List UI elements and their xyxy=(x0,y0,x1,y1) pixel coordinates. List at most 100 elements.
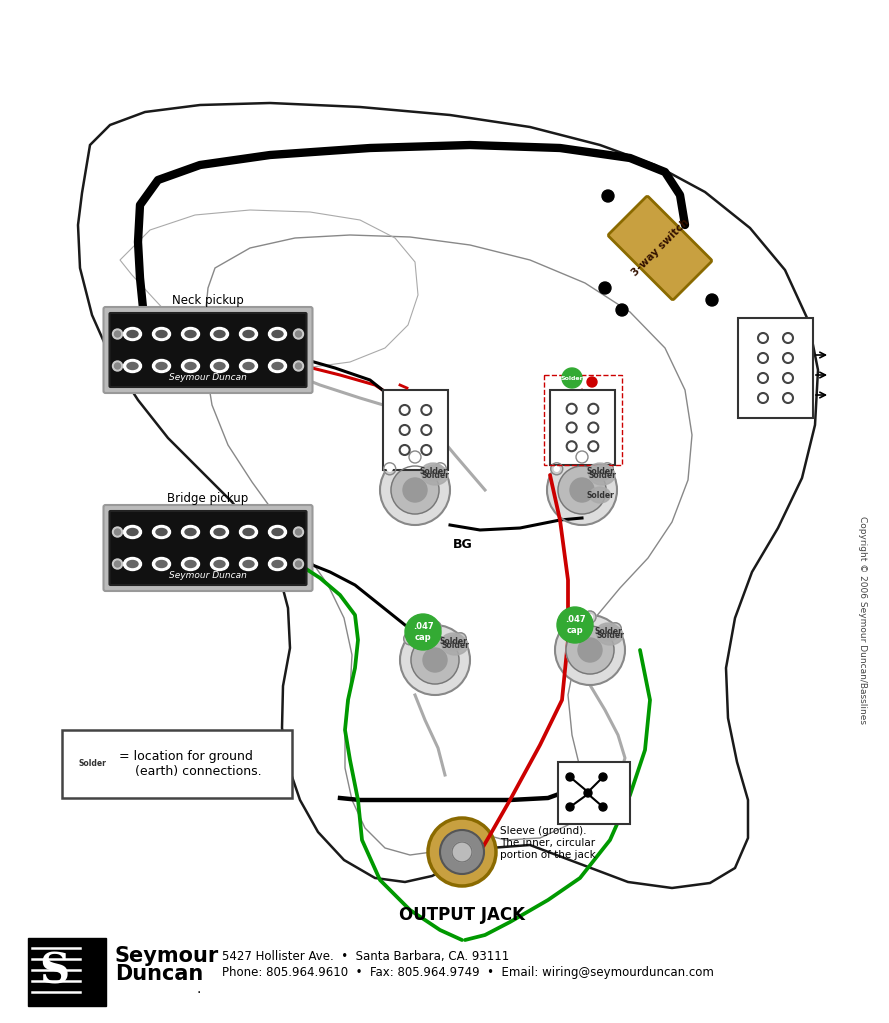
Ellipse shape xyxy=(211,327,228,341)
Circle shape xyxy=(576,451,588,463)
Circle shape xyxy=(758,333,768,343)
Ellipse shape xyxy=(268,359,286,372)
Text: Sleeve (ground).
The inner, circular
portion of the jack: Sleeve (ground). The inner, circular por… xyxy=(500,827,596,859)
Circle shape xyxy=(558,466,606,514)
Bar xyxy=(62,730,292,798)
Text: .: . xyxy=(196,982,200,996)
Bar xyxy=(550,390,615,465)
Ellipse shape xyxy=(127,362,138,369)
Ellipse shape xyxy=(181,558,199,571)
Text: Bridge pickup: Bridge pickup xyxy=(167,492,249,505)
Circle shape xyxy=(566,626,614,674)
Circle shape xyxy=(758,393,768,403)
Ellipse shape xyxy=(214,330,225,338)
Circle shape xyxy=(578,638,602,662)
Ellipse shape xyxy=(153,526,171,538)
Text: BG: BG xyxy=(453,538,473,551)
Circle shape xyxy=(605,466,610,472)
Circle shape xyxy=(409,451,421,463)
Bar xyxy=(28,938,106,1006)
Circle shape xyxy=(433,624,437,629)
Ellipse shape xyxy=(153,327,171,341)
Circle shape xyxy=(293,527,303,537)
Circle shape xyxy=(429,621,441,633)
Circle shape xyxy=(435,462,446,475)
Text: = location for ground
     (earth) connections.: = location for ground (earth) connection… xyxy=(115,750,261,779)
Circle shape xyxy=(706,294,718,306)
Ellipse shape xyxy=(185,330,196,338)
Ellipse shape xyxy=(156,561,167,568)
Circle shape xyxy=(295,363,301,369)
Ellipse shape xyxy=(127,330,138,338)
Text: Solder: Solder xyxy=(586,468,614,477)
Ellipse shape xyxy=(243,561,254,568)
Circle shape xyxy=(758,353,768,363)
Circle shape xyxy=(113,527,123,537)
Circle shape xyxy=(555,615,625,685)
Ellipse shape xyxy=(211,558,228,571)
Circle shape xyxy=(403,478,427,502)
Ellipse shape xyxy=(124,558,141,571)
Circle shape xyxy=(584,789,592,797)
Circle shape xyxy=(562,626,567,631)
Text: 3-way switch: 3-way switch xyxy=(629,218,691,278)
Circle shape xyxy=(599,282,611,294)
Circle shape xyxy=(602,190,614,202)
Text: .047
cap: .047 cap xyxy=(565,615,585,634)
Text: Seymour: Seymour xyxy=(115,946,220,966)
Circle shape xyxy=(613,626,618,631)
Text: Seymour Duncan: Seymour Duncan xyxy=(169,572,247,580)
Ellipse shape xyxy=(243,362,254,369)
Circle shape xyxy=(115,561,121,567)
Ellipse shape xyxy=(421,463,444,481)
Ellipse shape xyxy=(243,529,254,535)
Ellipse shape xyxy=(589,463,612,481)
Circle shape xyxy=(616,304,628,316)
FancyBboxPatch shape xyxy=(608,196,711,300)
Circle shape xyxy=(400,405,410,415)
Ellipse shape xyxy=(181,526,199,538)
Circle shape xyxy=(550,462,563,475)
FancyBboxPatch shape xyxy=(109,512,307,585)
Circle shape xyxy=(589,441,598,451)
Text: Solder: Solder xyxy=(561,375,583,381)
Text: Solder: Solder xyxy=(419,468,447,477)
Text: Solder: Solder xyxy=(78,759,106,768)
Circle shape xyxy=(589,422,598,433)
Ellipse shape xyxy=(268,558,286,571)
Circle shape xyxy=(566,404,577,413)
Circle shape xyxy=(293,361,303,371)
Circle shape xyxy=(609,623,621,635)
Circle shape xyxy=(400,445,410,455)
Circle shape xyxy=(587,377,597,387)
Ellipse shape xyxy=(239,558,258,571)
Bar xyxy=(738,318,813,418)
Ellipse shape xyxy=(181,327,199,341)
Ellipse shape xyxy=(272,561,283,568)
Circle shape xyxy=(558,623,571,635)
Circle shape xyxy=(580,454,584,459)
Circle shape xyxy=(421,425,431,435)
Circle shape xyxy=(115,363,121,369)
Circle shape xyxy=(758,373,768,383)
Text: Copyright © 2006 Seymour Duncan/Basslines: Copyright © 2006 Seymour Duncan/Bassline… xyxy=(858,516,867,724)
Circle shape xyxy=(411,636,459,684)
Circle shape xyxy=(566,441,577,451)
Text: S: S xyxy=(39,951,69,993)
Ellipse shape xyxy=(214,529,225,535)
Ellipse shape xyxy=(422,465,448,485)
Circle shape xyxy=(588,615,592,620)
Text: Solder: Solder xyxy=(421,471,449,480)
Ellipse shape xyxy=(239,359,258,372)
Ellipse shape xyxy=(153,359,171,372)
Circle shape xyxy=(115,331,121,337)
Circle shape xyxy=(293,559,303,569)
Circle shape xyxy=(783,333,793,343)
Ellipse shape xyxy=(77,753,107,775)
Circle shape xyxy=(391,466,439,514)
Circle shape xyxy=(421,405,431,415)
Circle shape xyxy=(557,607,593,643)
Circle shape xyxy=(566,422,577,433)
Ellipse shape xyxy=(239,526,258,538)
Circle shape xyxy=(589,404,598,413)
